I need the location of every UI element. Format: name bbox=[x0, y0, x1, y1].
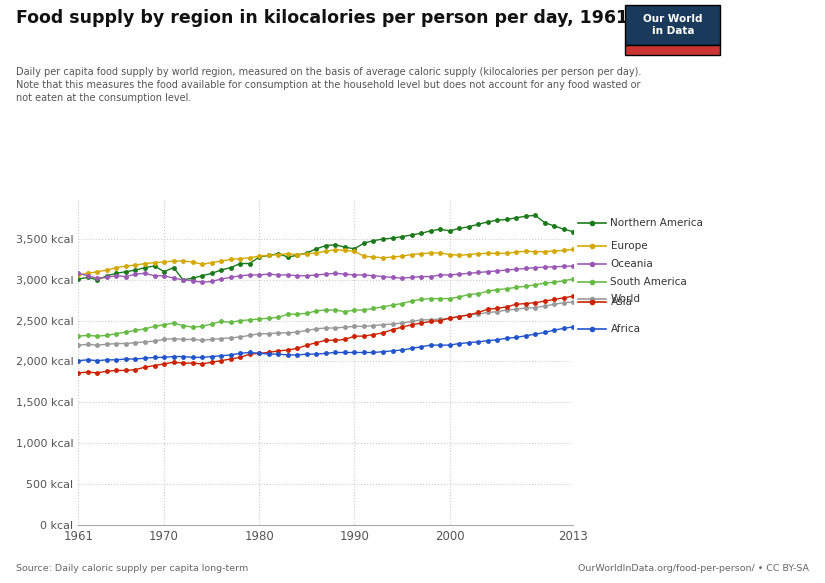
Text: Our World
in Data: Our World in Data bbox=[643, 14, 703, 36]
Text: Africa: Africa bbox=[610, 324, 640, 333]
Text: South America: South America bbox=[610, 277, 687, 287]
Text: Source: Daily caloric supply per capita long-term: Source: Daily caloric supply per capita … bbox=[16, 564, 249, 573]
Text: World: World bbox=[610, 294, 640, 304]
Text: Europe: Europe bbox=[610, 241, 647, 251]
Text: Daily per capita food supply by world region, measured on the basis of average c: Daily per capita food supply by world re… bbox=[16, 67, 642, 103]
Text: Asia: Asia bbox=[610, 297, 633, 307]
Text: Northern America: Northern America bbox=[610, 218, 704, 228]
Text: OurWorldInData.org/food-per-person/ • CC BY-SA: OurWorldInData.org/food-per-person/ • CC… bbox=[578, 564, 808, 573]
Text: Oceania: Oceania bbox=[610, 259, 653, 269]
Text: Food supply by region in kilocalories per person per day, 1961-2013: Food supply by region in kilocalories pe… bbox=[16, 9, 685, 27]
